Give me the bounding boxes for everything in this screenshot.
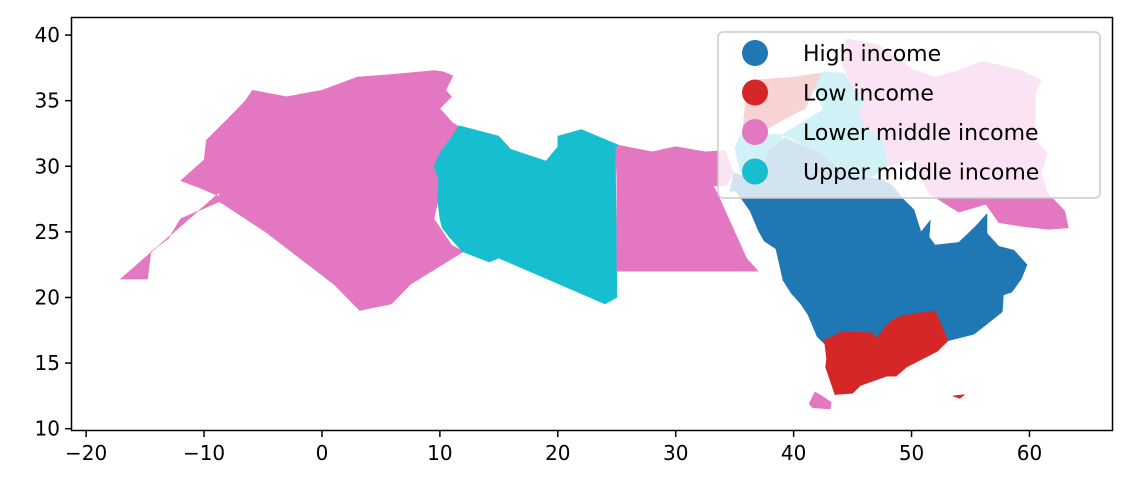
legend-marker xyxy=(742,119,768,145)
y-tick-label: 30 xyxy=(35,154,60,178)
y-tick-label: 15 xyxy=(35,351,60,375)
y-tick-label: 20 xyxy=(35,285,60,309)
legend-marker xyxy=(742,79,768,106)
x-tick-label: 40 xyxy=(781,441,806,465)
legend-marker xyxy=(742,158,768,185)
region-lower-middle-income-9 xyxy=(808,391,832,410)
y-tick-label: 25 xyxy=(35,220,60,244)
y-tick-label: 35 xyxy=(35,89,60,113)
legend-label: Lower middle income xyxy=(803,121,1039,146)
y-tick-label: 40 xyxy=(35,23,60,47)
x-tick-label: 0 xyxy=(316,441,329,465)
x-tick-label: −20 xyxy=(65,441,107,465)
x-axis: −20 −10 0 10 20 30 40 50 60 xyxy=(65,430,1042,465)
x-tick-label: 20 xyxy=(545,441,570,465)
y-axis: 10 15 20 25 30 35 40 xyxy=(35,23,72,441)
legend-box xyxy=(717,31,1101,199)
x-tick-label: 10 xyxy=(427,441,452,465)
x-tick-label: 60 xyxy=(1017,441,1042,465)
legend-label: Low income xyxy=(803,82,934,107)
x-tick-label: 30 xyxy=(663,441,688,465)
region-lower-middle-income-0 xyxy=(119,70,464,311)
region-low-income-10 xyxy=(952,394,966,399)
x-tick-label: 50 xyxy=(899,441,924,465)
y-tick-label: 10 xyxy=(35,417,60,441)
legend-marker xyxy=(742,40,768,66)
legend: High income Low income Lower middle income… xyxy=(717,31,1101,199)
region-low-income-8 xyxy=(824,310,949,395)
x-tick-label: −10 xyxy=(183,441,225,465)
legend-label: High income xyxy=(803,42,941,67)
legend-label: Upper middle income xyxy=(803,161,1039,186)
region-upper-middle-income-1 xyxy=(433,125,620,305)
plot-frame xyxy=(70,16,1114,432)
